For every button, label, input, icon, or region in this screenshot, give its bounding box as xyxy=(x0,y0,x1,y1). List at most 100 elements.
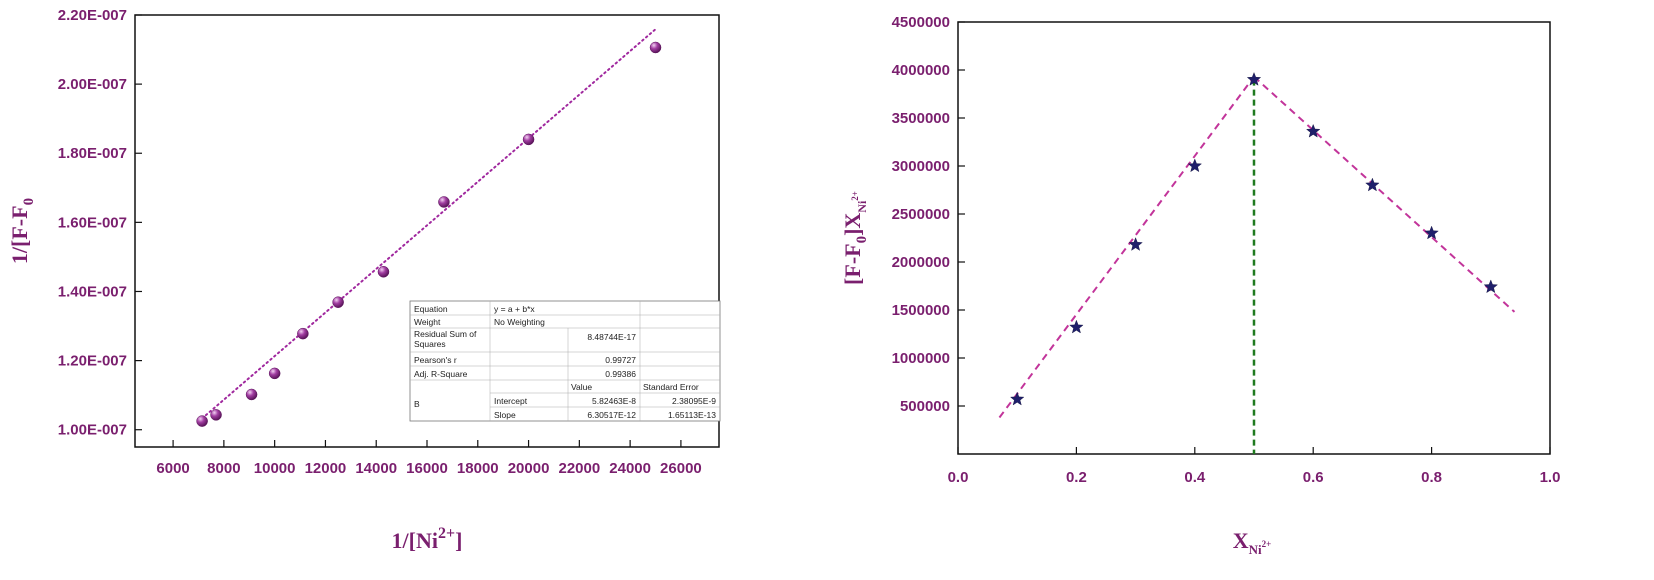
fit-table-cell: B xyxy=(414,399,420,409)
fit-table-cell: Weight xyxy=(414,317,441,327)
left-x-tick-label: 18000 xyxy=(457,460,499,477)
fit-table-cell: Residual Sum of Squares xyxy=(414,329,477,349)
right-y-tick-label: 1000000 xyxy=(892,350,950,367)
left-data-point xyxy=(332,296,344,308)
left-x-tick-label: 16000 xyxy=(406,460,448,477)
left-x-tick-label: 6000 xyxy=(156,460,189,477)
left-x-tick-label: 20000 xyxy=(508,460,550,477)
right-x-tick-label: 0.0 xyxy=(948,469,969,486)
right-y-tick-label: 2000000 xyxy=(892,254,950,271)
fit-table-cell: 0.99386 xyxy=(605,369,636,379)
left-y-axis-title: 1/[F-F0 xyxy=(7,198,37,264)
right-x-tick-label: 0.6 xyxy=(1303,469,1324,486)
right-y-tick-label: 500000 xyxy=(900,398,950,415)
left-x-tick-label: 12000 xyxy=(305,460,347,477)
fit-table-cell: 2.38095E-9 xyxy=(672,396,716,406)
left-x-title-end: ] xyxy=(455,528,462,553)
left-data-points xyxy=(196,41,662,427)
left-x-tick-label: 22000 xyxy=(558,460,600,477)
left-data-point xyxy=(196,415,208,427)
left-x-ticks: 6000 8000 10000 12000 14000 16000 18000 20000 22… xyxy=(156,440,702,477)
fit-table-cells: Equation y = a + b*x Weight No Weighting Res… xyxy=(414,304,716,420)
fit-table-cell: Value xyxy=(571,382,592,392)
fit-table-cell: Standard Error xyxy=(643,382,699,392)
right-y-title-main: [F-F xyxy=(840,243,865,285)
fit-table-cell: Equation xyxy=(414,304,448,314)
right-data-point xyxy=(1246,72,1262,86)
fit-table-cell: y = a + b*x xyxy=(494,304,535,314)
left-chart: 1.00E-007 1.20E-007 1.40E-007 1.60E-007 1.80… xyxy=(7,7,721,553)
right-x-ticks: 0.0 0.2 0.4 0.6 0.8 1.0 xyxy=(948,447,1561,486)
right-y-title-sub2: Ni xyxy=(855,200,869,213)
left-y-title-sub: 0 xyxy=(21,198,37,206)
left-x-tick-label: 10000 xyxy=(254,460,296,477)
left-y-tick-label: 2.00E-007 xyxy=(58,76,127,93)
left-x-title-main: 1/[Ni xyxy=(392,528,438,553)
fit-table-cell: 8.48744E-17 xyxy=(587,332,636,342)
left-x-title-sup: 2+ xyxy=(438,525,455,542)
left-x-tick-label: 14000 xyxy=(355,460,397,477)
left-data-point xyxy=(268,367,281,380)
left-data-point xyxy=(438,196,450,208)
right-x-tick-label: 0.8 xyxy=(1421,469,1442,486)
fit-table-cell: 1.65113E-13 xyxy=(668,410,716,420)
left-data-point xyxy=(649,41,662,54)
right-fit-line xyxy=(1253,75,1516,313)
fit-table-grid xyxy=(410,301,720,421)
left-y-tick-label: 1.40E-007 xyxy=(58,283,127,300)
right-fit-lines xyxy=(998,75,1516,419)
right-y-title-sub: 0 xyxy=(854,236,870,244)
left-y-ticks: 1.00E-007 1.20E-007 1.40E-007 1.60E-007 1.80… xyxy=(58,7,142,439)
right-plot-frame xyxy=(957,21,1551,455)
right-data-point xyxy=(1010,391,1025,406)
right-data-point xyxy=(1187,158,1202,173)
right-data-point xyxy=(1424,225,1439,240)
fit-table-cell: Adj. R-Square xyxy=(414,369,468,379)
left-y-title-main: 1/[F-F xyxy=(7,205,32,264)
right-y-tick-label: 1500000 xyxy=(892,302,950,319)
right-y-title-sub2-sup: 2+ xyxy=(850,191,860,201)
left-x-axis-title: 1/[Ni2+] xyxy=(392,525,463,553)
right-x-title-sub-sup: 2+ xyxy=(1262,539,1272,549)
left-x-tick-label: 26000 xyxy=(660,460,702,477)
left-fit-line xyxy=(201,28,657,420)
right-fit-line xyxy=(998,76,1255,419)
right-data-points xyxy=(1010,72,1498,406)
right-x-tick-label: 0.2 xyxy=(1066,469,1087,486)
right-x-title-main: X xyxy=(1233,528,1249,553)
fit-table-frame xyxy=(409,300,721,422)
left-data-point xyxy=(377,266,390,278)
right-y-tick-label: 2500000 xyxy=(892,206,950,223)
right-x-tick-label: 1.0 xyxy=(1540,469,1561,486)
right-y-title-mid: ]X xyxy=(840,213,865,236)
right-data-point xyxy=(1306,123,1321,138)
right-y-tick-label: 4500000 xyxy=(892,14,950,31)
fit-table-cell: 6.30517E-12 xyxy=(587,410,636,420)
left-y-tick-label: 1.60E-007 xyxy=(58,214,127,231)
right-y-tick-label: 3500000 xyxy=(892,110,950,127)
left-y-tick-label: 1.20E-007 xyxy=(58,353,127,370)
right-data-point xyxy=(1483,279,1498,294)
left-x-tick-label: 8000 xyxy=(207,460,240,477)
right-y-ticks: 500000 1000000 1500000 2000000 2500000 300000… xyxy=(892,14,965,415)
right-x-tick-label: 0.4 xyxy=(1184,469,1206,486)
right-data-point xyxy=(1365,177,1380,192)
left-data-point xyxy=(210,409,222,421)
left-x-tick-label: 24000 xyxy=(609,460,651,477)
right-y-axis-title: [F-F0]XNi2+ xyxy=(840,191,870,285)
right-data-point xyxy=(1128,237,1143,251)
left-data-point xyxy=(522,133,535,146)
right-y-tick-label: 3000000 xyxy=(892,158,950,175)
right-x-axis-title: XNi2+ xyxy=(1233,528,1272,557)
fit-table-cell: Pearson's r xyxy=(414,355,457,365)
fit-table-cell: No Weighting xyxy=(494,317,545,327)
left-data-point xyxy=(297,327,309,340)
left-fit-table: Equation y = a + b*x Weight No Weighting Res… xyxy=(409,300,721,422)
right-x-title-sub: Ni xyxy=(1249,542,1262,557)
left-y-tick-label: 1.00E-007 xyxy=(58,422,127,439)
fit-table-cell: 5.82463E-8 xyxy=(592,396,636,406)
left-y-tick-label: 2.20E-007 xyxy=(58,7,127,24)
right-chart: 500000 1000000 1500000 2000000 2500000 300000… xyxy=(840,14,1560,557)
fit-table-cell: Slope xyxy=(494,410,516,420)
